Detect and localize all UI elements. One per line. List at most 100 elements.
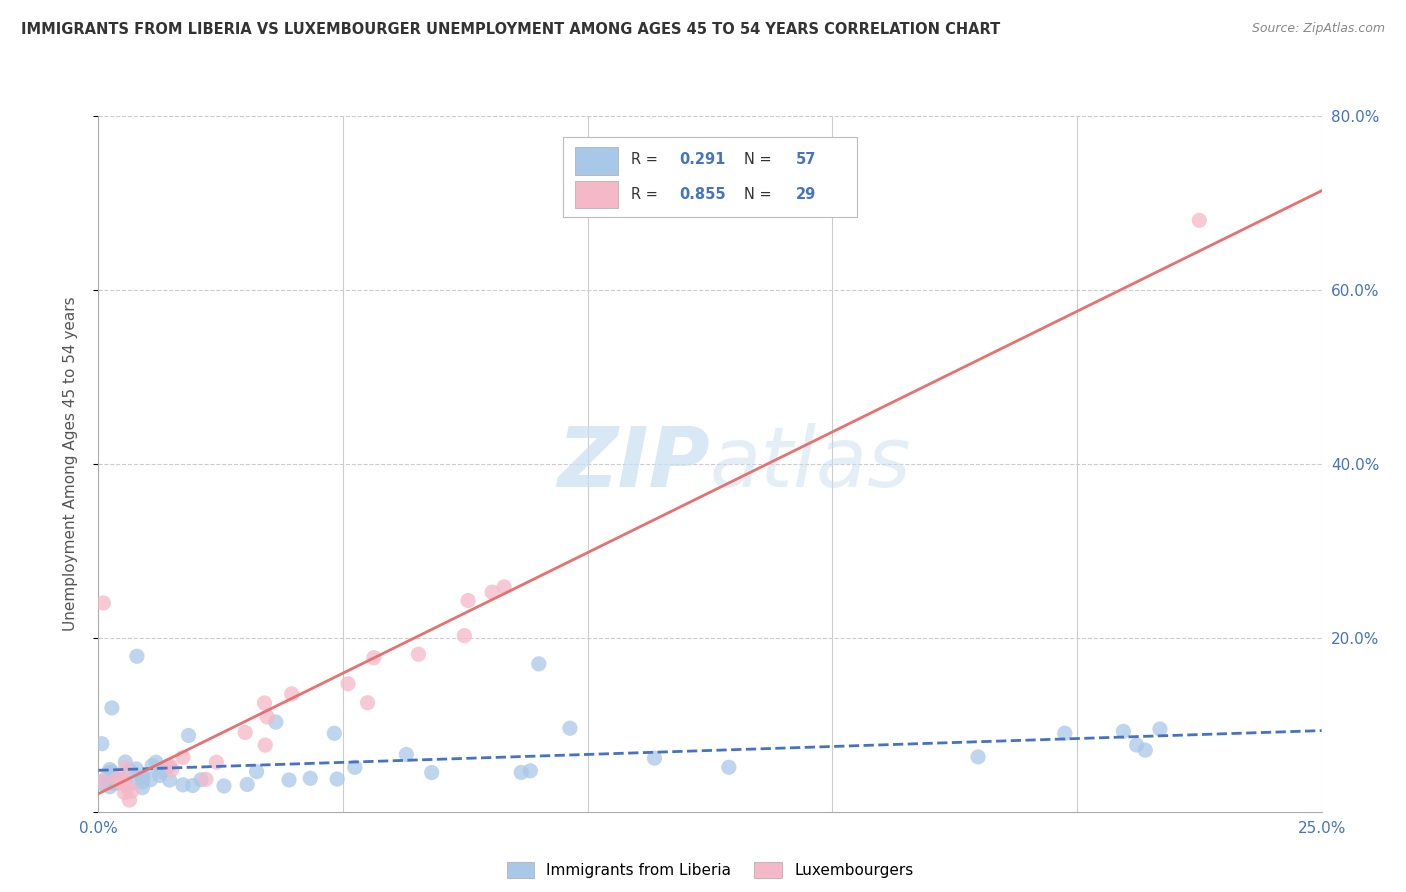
Point (246, 764, 269, 779)
Point (256, 710, 278, 724)
Point (356, 696, 378, 710)
Point (111, 774, 134, 789)
Point (1112, 724, 1135, 739)
Point (131, 780, 153, 795)
Point (326, 772, 349, 786)
Text: 57: 57 (796, 153, 815, 168)
Point (481, 585, 503, 599)
FancyBboxPatch shape (575, 181, 619, 209)
Text: 29: 29 (796, 187, 815, 202)
Point (103, 777, 125, 791)
Y-axis label: Unemployment Among Ages 45 to 54 years: Unemployment Among Ages 45 to 54 years (63, 296, 77, 632)
Point (1188, 213, 1211, 227)
Point (1149, 722, 1171, 736)
Point (453, 629, 475, 643)
Point (131, 774, 153, 789)
Point (105, 772, 128, 786)
Point (190, 772, 212, 787)
Point (121, 776, 143, 790)
Point (115, 777, 138, 791)
Point (148, 768, 170, 782)
Point (457, 593, 479, 607)
Text: 0.291: 0.291 (679, 153, 725, 168)
Point (408, 647, 430, 661)
Point (131, 770, 153, 784)
Point (967, 750, 990, 764)
Point (420, 765, 443, 780)
Point (160, 763, 183, 777)
Text: N =: N = (744, 153, 776, 168)
Text: 0.855: 0.855 (679, 187, 725, 202)
Legend: Immigrants from Liberia, Luxembourgers: Immigrants from Liberia, Luxembourgers (501, 856, 920, 884)
Point (194, 772, 217, 787)
FancyBboxPatch shape (575, 147, 619, 175)
Point (280, 687, 302, 701)
Point (89, 775, 111, 789)
Point (172, 750, 194, 764)
Text: ZIP: ZIP (557, 424, 710, 504)
Point (395, 747, 418, 762)
Point (118, 793, 141, 807)
Text: N =: N = (744, 187, 776, 202)
Point (205, 755, 228, 769)
Point (172, 778, 194, 792)
Point (114, 755, 136, 769)
Point (644, 751, 666, 765)
Point (1053, 726, 1076, 740)
Point (120, 764, 142, 778)
Point (121, 784, 143, 798)
Text: R =: R = (630, 187, 662, 202)
Point (145, 756, 167, 770)
Text: Source: ZipAtlas.com: Source: ZipAtlas.com (1251, 22, 1385, 36)
Point (233, 725, 256, 739)
Point (519, 764, 541, 778)
Point (159, 773, 181, 788)
Point (98, 763, 121, 777)
Point (494, 580, 516, 594)
Point (108, 776, 131, 790)
Point (264, 714, 287, 729)
Point (343, 760, 366, 774)
Point (253, 696, 276, 710)
Text: IMMIGRANTS FROM LIBERIA VS LUXEMBOURGER UNEMPLOYMENT AMONG AGES 45 TO 54 YEARS C: IMMIGRANTS FROM LIBERIA VS LUXEMBOURGER … (21, 22, 1000, 37)
Point (125, 649, 148, 664)
Point (141, 758, 163, 772)
Point (236, 777, 259, 791)
Point (91, 596, 114, 610)
Point (97, 765, 120, 780)
Point (159, 758, 181, 772)
Point (110, 772, 132, 787)
Point (1125, 738, 1147, 752)
Point (323, 726, 346, 740)
Point (117, 780, 139, 795)
Point (299, 772, 322, 786)
Point (278, 772, 301, 787)
Point (114, 761, 136, 775)
Point (91, 773, 114, 788)
Point (100, 764, 122, 779)
Point (337, 677, 360, 691)
Point (132, 770, 155, 784)
Point (254, 738, 277, 752)
Point (510, 765, 533, 780)
Point (181, 779, 204, 793)
Point (90, 737, 112, 751)
Text: R =: R = (630, 153, 662, 168)
Point (558, 721, 581, 735)
Point (101, 701, 124, 715)
Point (112, 786, 135, 800)
Point (125, 762, 148, 776)
Point (108, 773, 131, 788)
Point (101, 772, 124, 787)
Point (139, 772, 162, 787)
Point (150, 764, 173, 779)
Point (98, 780, 121, 794)
Point (717, 760, 740, 774)
Point (91, 777, 114, 791)
Point (110, 774, 132, 789)
Point (363, 650, 385, 665)
Point (1135, 743, 1157, 757)
FancyBboxPatch shape (564, 136, 856, 217)
Point (177, 729, 200, 743)
Text: atlas: atlas (710, 424, 911, 504)
